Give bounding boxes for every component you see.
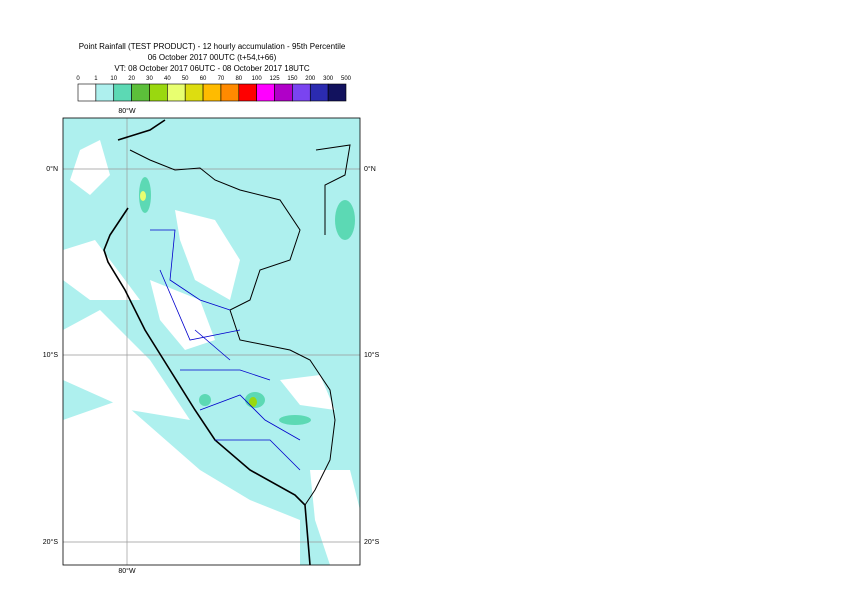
legend-label: 100 bbox=[252, 76, 263, 82]
dry-area bbox=[63, 240, 140, 300]
legend-label: 30 bbox=[146, 76, 153, 82]
legend-label: 60 bbox=[200, 76, 207, 82]
legend-swatch bbox=[292, 83, 311, 102]
legend-swatch bbox=[327, 83, 347, 102]
map bbox=[63, 118, 360, 565]
legend-swatch bbox=[77, 83, 97, 102]
legend-swatch bbox=[309, 83, 329, 102]
legend-label: 200 bbox=[305, 76, 316, 82]
legend-swatch bbox=[274, 83, 293, 102]
lon-label: 80°W bbox=[118, 107, 136, 115]
legend: 0 1 10 20 30 40 50 60 70 80 100 125 150 200 300 500 bbox=[76, 76, 352, 102]
legend-label: 50 bbox=[182, 76, 189, 82]
dry-area bbox=[63, 400, 300, 565]
dry-area bbox=[63, 310, 190, 420]
borders bbox=[129, 144, 351, 506]
legend-label: 300 bbox=[323, 76, 334, 82]
lat-label: 20°S bbox=[43, 538, 59, 546]
wet-core bbox=[249, 397, 257, 407]
legend-label: 70 bbox=[218, 76, 225, 82]
legend-label: 150 bbox=[287, 76, 298, 82]
wet-area bbox=[199, 394, 211, 406]
wet-core bbox=[140, 191, 146, 201]
legend-swatch bbox=[184, 83, 204, 102]
legend-swatch bbox=[202, 83, 222, 102]
legend-swatch bbox=[220, 83, 240, 102]
title: Point Rainfall (TEST PRODUCT) - 12 hourl… bbox=[79, 42, 346, 51]
regions bbox=[150, 229, 301, 471]
lat-label: 0°N bbox=[46, 165, 58, 173]
dry-areas bbox=[63, 140, 360, 565]
legend-label: 10 bbox=[110, 76, 117, 82]
lon-label: 80°W bbox=[118, 567, 136, 575]
legend-swatch bbox=[113, 83, 132, 102]
dry-area bbox=[310, 470, 360, 565]
legend-swatch bbox=[238, 83, 257, 102]
legend-label: 1 bbox=[94, 76, 98, 82]
legend-swatch bbox=[95, 83, 115, 102]
legend-label: 40 bbox=[164, 76, 171, 82]
wet-area bbox=[279, 415, 311, 425]
legend-label: 125 bbox=[270, 76, 281, 82]
dry-area bbox=[175, 210, 240, 300]
graticule bbox=[63, 118, 360, 565]
dry-area bbox=[150, 280, 215, 350]
dry-area bbox=[70, 140, 110, 195]
legend-swatch bbox=[167, 83, 186, 102]
legend-label: 80 bbox=[235, 76, 242, 82]
wet-area bbox=[335, 200, 355, 240]
base-time: 06 October 2017 00UTC (t+54,t+66) bbox=[148, 53, 277, 62]
lat-label: 0°N bbox=[364, 165, 376, 173]
lat-label: 10°S bbox=[43, 351, 59, 359]
legend-label: 0 bbox=[76, 76, 80, 82]
lat-label: 10°S bbox=[364, 351, 380, 359]
map-frame bbox=[62, 117, 361, 566]
coastline bbox=[103, 119, 311, 565]
legend-label: 500 bbox=[341, 76, 352, 82]
legend-swatch bbox=[149, 83, 168, 102]
legend-label: 20 bbox=[128, 76, 135, 82]
valid-time: VT: 08 October 2017 06UTC - 08 October 2… bbox=[114, 64, 309, 73]
legend-swatch bbox=[256, 83, 275, 102]
legend-swatch bbox=[131, 83, 150, 102]
dry-area bbox=[280, 375, 335, 410]
lat-label: 20°S bbox=[364, 538, 380, 546]
